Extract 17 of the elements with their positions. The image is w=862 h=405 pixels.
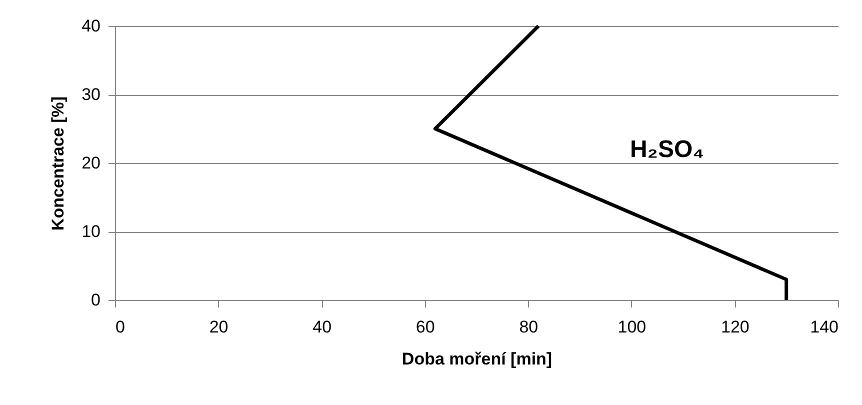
y-tick-label: 30 (82, 85, 100, 104)
y-tick-label: 20 (82, 154, 100, 172)
x-tick-label: 40 (312, 318, 332, 336)
x-tick-label: 60 (416, 318, 435, 336)
x-tick-label: 140 (810, 318, 838, 336)
y-tick-label: 0 (91, 290, 100, 310)
annotation: H₂SO₄ (630, 136, 704, 163)
y-axis-title: Koncentrace [%] (48, 96, 68, 231)
y-tick-label: 40 (82, 16, 100, 36)
x-axis-title: Doba moření [min] (402, 350, 552, 368)
x-tick-label: 0 (116, 318, 125, 336)
line-series (433, 24, 788, 302)
x-tick-label: 20 (209, 318, 228, 336)
x-tick-label: 120 (721, 318, 750, 336)
y-tick-label: 10 (82, 222, 100, 241)
x-tick-label: 80 (519, 318, 538, 336)
x-tick-label: 100 (618, 318, 646, 336)
